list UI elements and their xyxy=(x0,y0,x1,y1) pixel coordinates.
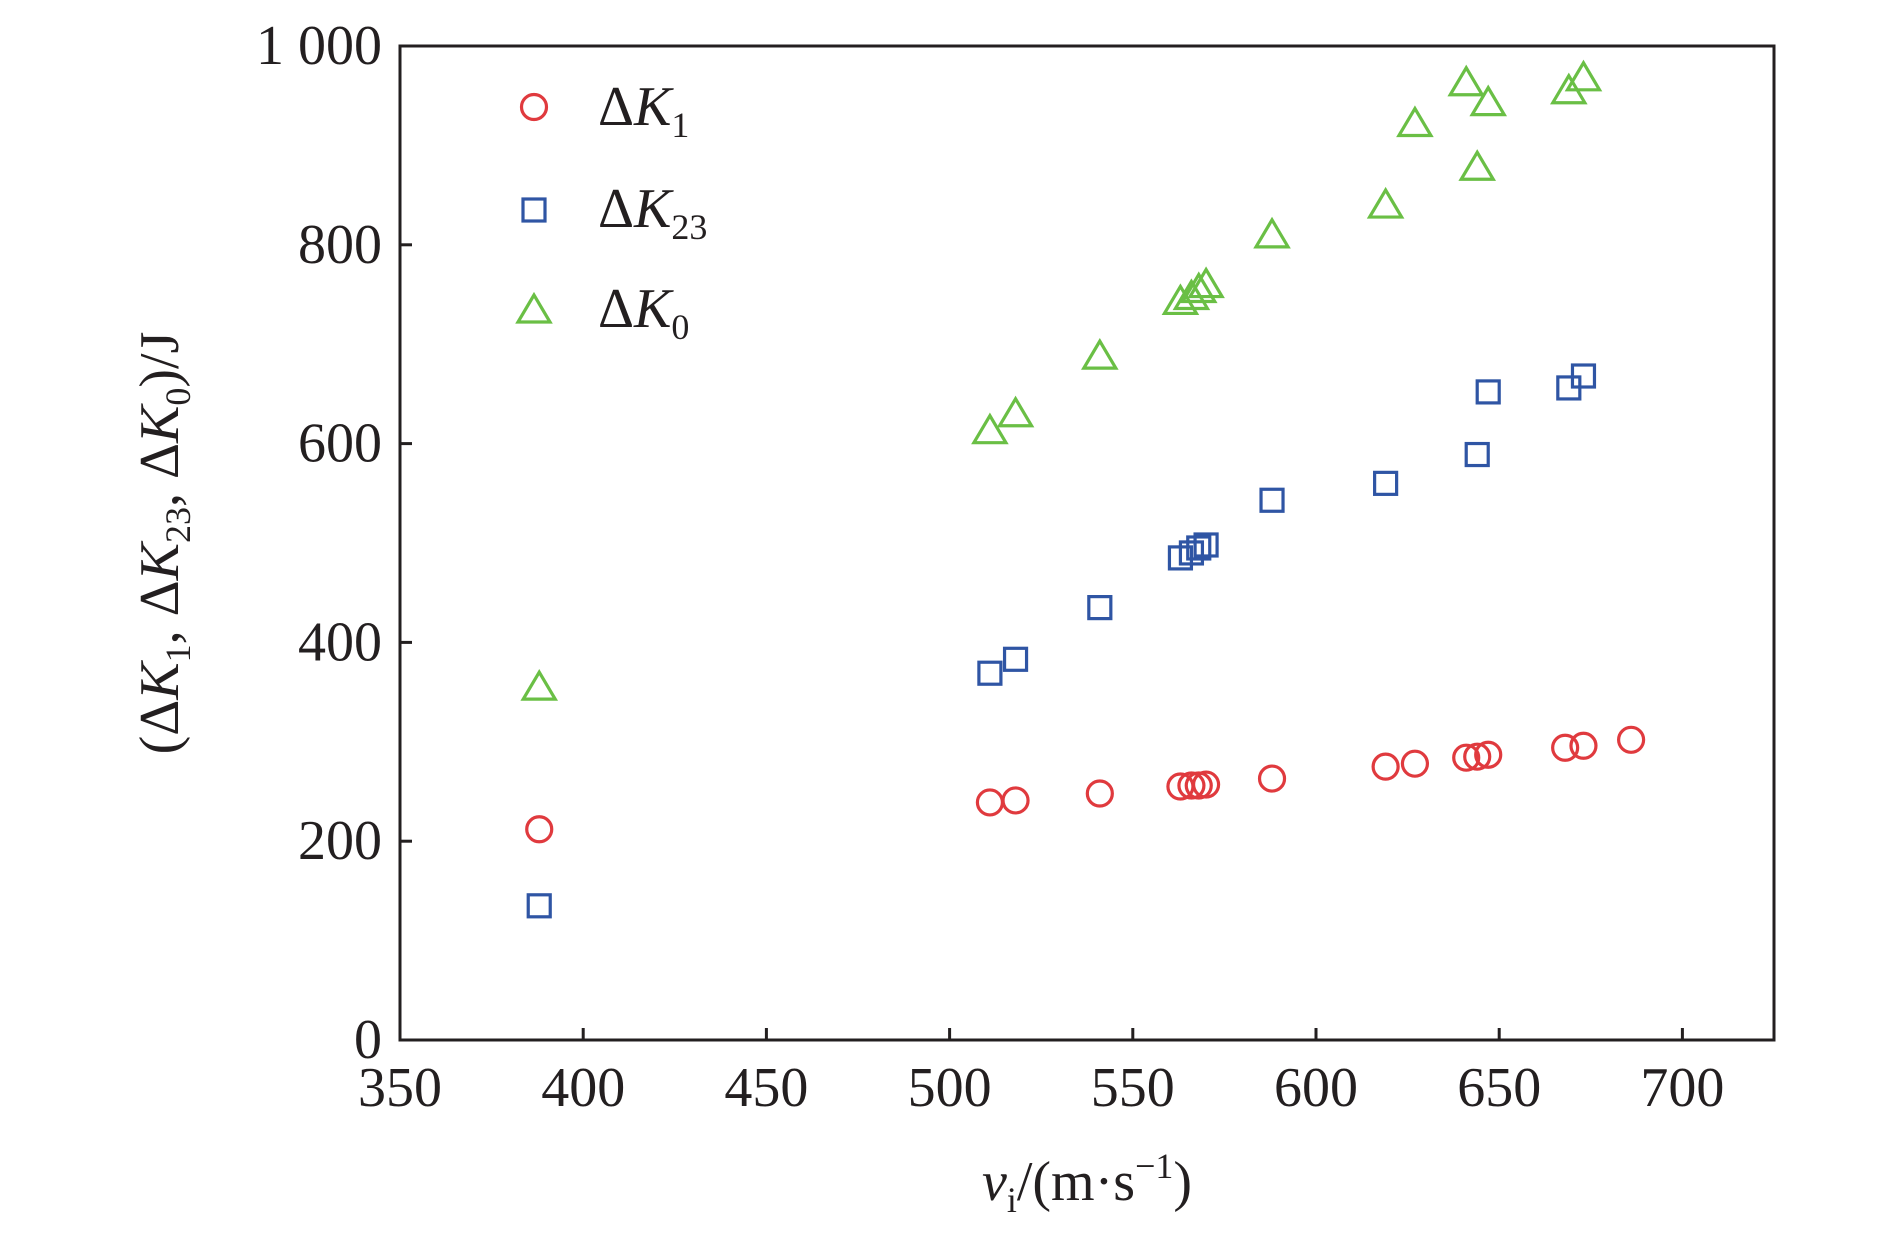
data-point-triangle xyxy=(1253,216,1291,249)
data-point-triangle xyxy=(1396,105,1434,138)
legend-item-dk23: ΔK23 xyxy=(521,178,707,247)
series-circle xyxy=(525,725,1646,844)
x-tick-label: 550 xyxy=(1091,1057,1175,1119)
y-tick-label: 1 000 xyxy=(256,15,382,77)
y-tick-label: 600 xyxy=(298,413,382,475)
legend-item-dk0: ΔK0 xyxy=(515,278,689,347)
legend-triangle-icon xyxy=(515,291,553,324)
data-point-square xyxy=(977,660,1003,686)
x-axis: 350 400 450 500 550 600 650 700 xyxy=(358,1028,1724,1119)
data-point-circle xyxy=(1400,749,1430,778)
plot-frame xyxy=(398,44,1776,1042)
legend-marker-triangle xyxy=(515,291,553,324)
data-point-triangle xyxy=(1447,64,1486,97)
y-axis-title: (ΔK1, ΔK23, ΔK0)/J xyxy=(129,332,198,755)
data-point-triangle xyxy=(1179,271,1218,304)
y-tick-label: 800 xyxy=(298,214,382,276)
legend-label-dk0: ΔK0 xyxy=(598,278,689,347)
data-point-circle xyxy=(525,815,554,844)
y-tick-label: 200 xyxy=(298,810,382,872)
data-point-circle xyxy=(1474,740,1503,769)
data-point-circle xyxy=(1463,742,1492,771)
data-point-square xyxy=(1570,363,1597,389)
series-triangle xyxy=(520,59,1603,701)
legend-label-dk23: ΔK23 xyxy=(598,178,707,247)
data-point-square xyxy=(526,893,552,919)
data-point-circle xyxy=(1371,752,1400,781)
data-point-square xyxy=(1475,379,1501,405)
data-point-triangle xyxy=(1081,337,1119,370)
data-point-circle xyxy=(975,788,1005,817)
y-tick-label: 0 xyxy=(354,1009,382,1071)
x-tick-label: 400 xyxy=(541,1057,625,1119)
data-point-square xyxy=(1087,595,1113,621)
x-tick-label: 700 xyxy=(1640,1057,1724,1119)
data-point-circle xyxy=(1085,779,1114,808)
x-tick-label: 500 xyxy=(908,1057,992,1119)
data-point-triangle xyxy=(971,412,1009,445)
data-point-triangle xyxy=(1366,186,1405,219)
data-point-circle xyxy=(1001,786,1030,815)
data-point-triangle xyxy=(1187,266,1225,299)
x-axis-title: vi/(m·s−1) xyxy=(982,1146,1192,1220)
legend-square-icon xyxy=(521,197,547,223)
legend-label-dk1: ΔK1 xyxy=(598,76,689,145)
data-point-triangle xyxy=(1564,59,1603,92)
data-point-circle xyxy=(1452,743,1481,772)
data-point-triangle xyxy=(1458,149,1497,181)
data-point-square xyxy=(1193,532,1219,558)
legend-marker-circle xyxy=(519,92,549,122)
data-point-square xyxy=(1373,470,1399,496)
data-point-circle xyxy=(1191,770,1221,799)
data-point-circle xyxy=(1569,731,1598,760)
x-tick-label: 350 xyxy=(358,1057,442,1119)
series-square xyxy=(526,363,1597,919)
data-point-circle xyxy=(1177,771,1206,800)
data-point-triangle xyxy=(996,395,1035,428)
data-points xyxy=(520,59,1646,919)
y-tick-label: 400 xyxy=(298,611,382,673)
data-point-square xyxy=(1259,487,1285,513)
legend: ΔK1 ΔK23 ΔK0 xyxy=(515,76,707,347)
legend-item-dk1: ΔK1 xyxy=(519,76,689,145)
legend-circle-icon xyxy=(519,92,549,122)
data-point-square xyxy=(1178,540,1205,566)
data-point-circle xyxy=(1617,725,1646,754)
data-point-square xyxy=(1464,441,1490,468)
legend-marker-square xyxy=(521,197,547,223)
x-tick-label: 450 xyxy=(724,1057,808,1119)
x-tick-label: 650 xyxy=(1457,1057,1541,1119)
x-tick-label: 600 xyxy=(1274,1057,1358,1119)
y-axis: 0 200 400 600 800 1 000 xyxy=(256,15,412,1071)
data-point-circle xyxy=(1257,764,1287,793)
data-point-triangle xyxy=(1469,84,1508,117)
data-point-triangle xyxy=(520,668,559,701)
data-point-circle xyxy=(1551,733,1580,762)
data-point-square xyxy=(1186,535,1212,561)
data-point-square xyxy=(1002,646,1029,672)
